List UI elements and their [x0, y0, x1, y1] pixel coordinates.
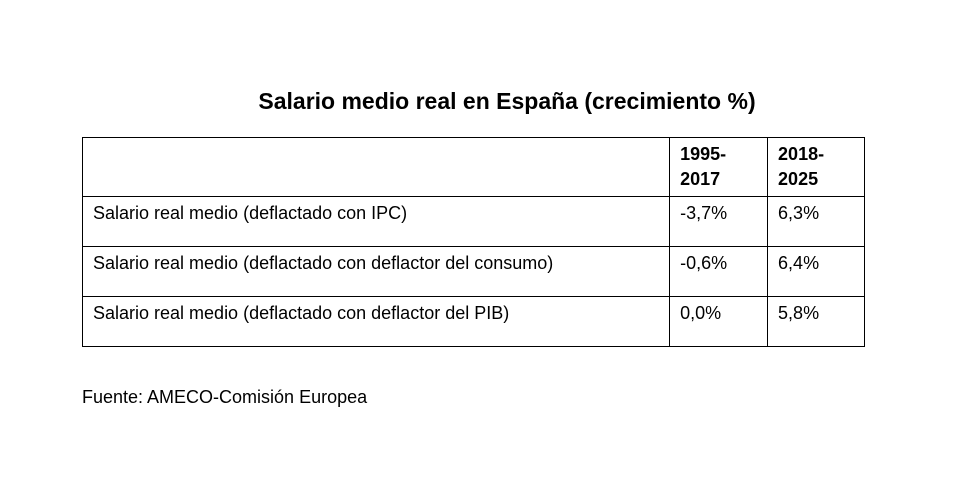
row-value-period-1: 0,0% — [669, 296, 769, 347]
header-label-period-2: 2018- 2025 — [778, 144, 825, 189]
row-value-period-1: -3,7% — [669, 196, 769, 247]
table-title: Salario medio real en España (crecimient… — [258, 88, 756, 114]
header-cell-empty — [81, 137, 671, 197]
row-value-period-2: 5,8% — [767, 296, 865, 347]
row-value-period-2: 6,3% — [767, 196, 865, 247]
table-row: Salario real medio (deflactado con defla… — [81, 296, 865, 347]
row-label: Salario real medio (deflactado con IPC) — [81, 196, 671, 247]
header-cell-2018-2025: 2018- 2025 — [767, 137, 865, 197]
table-header-row: 1995- 2017 2018- 2025 — [81, 137, 865, 197]
header-cell-1995-2017: 1995- 2017 — [669, 137, 769, 197]
header-label-period-1: 1995- 2017 — [680, 144, 727, 189]
row-value-period-1: -0,6% — [669, 246, 769, 297]
table-row: Salario real medio (deflactado con defla… — [81, 246, 865, 297]
wage-growth-table: 1995- 2017 2018- 2025 Salario real medio… — [81, 137, 865, 347]
row-label: Salario real medio (deflactado con defla… — [81, 246, 671, 297]
row-value-period-2: 6,4% — [767, 246, 865, 297]
table-row: Salario real medio (deflactado con IPC) … — [81, 196, 865, 247]
source-note: Fuente: AMECO-Comisión Europea — [82, 387, 368, 407]
row-label: Salario real medio (deflactado con defla… — [81, 296, 671, 347]
